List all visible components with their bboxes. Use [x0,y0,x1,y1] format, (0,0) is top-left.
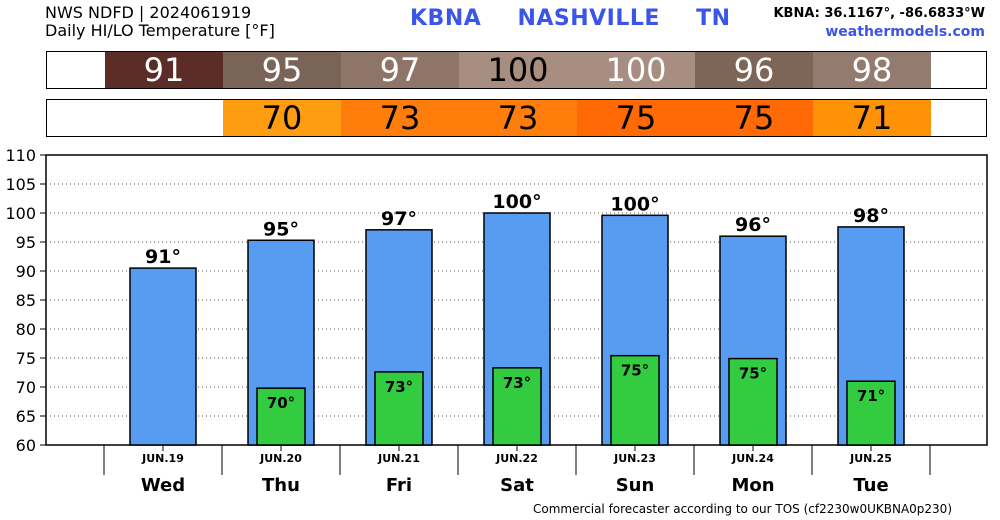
low-temp-cell [105,100,223,136]
high-temp-label: 96° [735,214,771,236]
high-temp-cell: 98 [813,52,931,89]
low-temp-label: 73° [503,374,531,392]
date-label: JUN.19 [141,452,184,465]
high-temp-strip: 91 95 97 100 100 96 98 [46,51,987,89]
day-label: Thu [262,475,300,496]
day-label: Fri [386,475,412,496]
low-temp-label: 70° [267,394,295,412]
high-temp-cell: 91 [105,52,223,89]
high-temp-cell: 100 [459,52,577,89]
station-coords: KBNA: 36.1167°, -86.6833°W [773,6,985,21]
low-temp-cell: 70 [223,100,341,137]
low-temp-cell: 75 [695,100,813,137]
low-temp-label: 73° [385,378,413,396]
y-tick-label: 95 [16,233,36,252]
date-label: JUN.21 [377,452,420,465]
source-line: NWS NDFD | 2024061919 [45,3,252,22]
site-link[interactable]: weathermodels.com [825,24,985,40]
low-temp-label: 75° [739,365,767,383]
day-label: Sun [616,475,655,496]
high-temp-label: 91° [145,246,181,268]
y-tick-label: 65 [16,407,36,426]
high-temp-label: 100° [492,191,541,213]
low-temp-bar [492,367,542,446]
high-temp-label: 100° [610,193,659,215]
low-temp-cell: 73 [341,100,459,137]
y-tick-label: 70 [16,378,36,397]
day-label: Mon [731,475,774,496]
day-label: Wed [141,475,185,496]
header-left: NWS NDFD | 2024061919 Daily HI/LO Temper… [45,4,275,40]
city-name: NASHVILLE [517,6,660,31]
date-label: JUN.22 [495,452,538,465]
y-tick-label: 100 [5,204,36,223]
y-tick-label: 85 [16,291,36,310]
low-temp-bar [256,387,306,446]
high-temp-cell: 100 [577,52,695,89]
y-tick-label: 75 [16,349,36,368]
station-code: KBNA [410,6,482,31]
y-tick-label: 105 [5,175,36,194]
header-right: KBNA: 36.1167°, -86.6833°W weathermodels… [773,5,985,41]
state-code: TN [696,6,731,31]
location-title: KBNA NASHVILLE TN [410,6,759,31]
low-temp-label: 71° [857,387,885,405]
high-temp-cell: 96 [695,52,813,89]
low-temp-bar [846,380,896,446]
day-label: Sat [500,475,534,496]
high-temp-label: 98° [853,205,889,227]
y-tick-label: 110 [5,146,36,165]
low-temp-cell: 71 [813,100,931,137]
low-temp-cell: 73 [459,100,577,137]
high-temp-cell: 97 [341,52,459,89]
y-tick-label: 90 [16,262,36,281]
date-label: JUN.20 [259,452,302,465]
high-temp-label: 95° [263,218,299,240]
date-label: JUN.25 [849,452,892,465]
date-label: JUN.24 [731,452,774,465]
y-tick-label: 60 [16,436,36,455]
low-temp-strip: 70 73 73 75 75 71 [46,99,987,137]
date-label: JUN.23 [613,452,656,465]
day-label: Tue [853,475,888,496]
high-temp-label: 97° [381,208,417,230]
low-temp-cell: 75 [577,100,695,137]
high-temp-cell: 95 [223,52,341,89]
high-temp-bar [129,267,197,446]
low-temp-label: 75° [621,362,649,380]
product-line: Daily HI/LO Temperature [°F] [45,21,275,40]
low-temp-bar [728,357,778,446]
y-tick-label: 80 [16,320,36,339]
footer-note: Commercial forecaster according to our T… [532,502,952,516]
